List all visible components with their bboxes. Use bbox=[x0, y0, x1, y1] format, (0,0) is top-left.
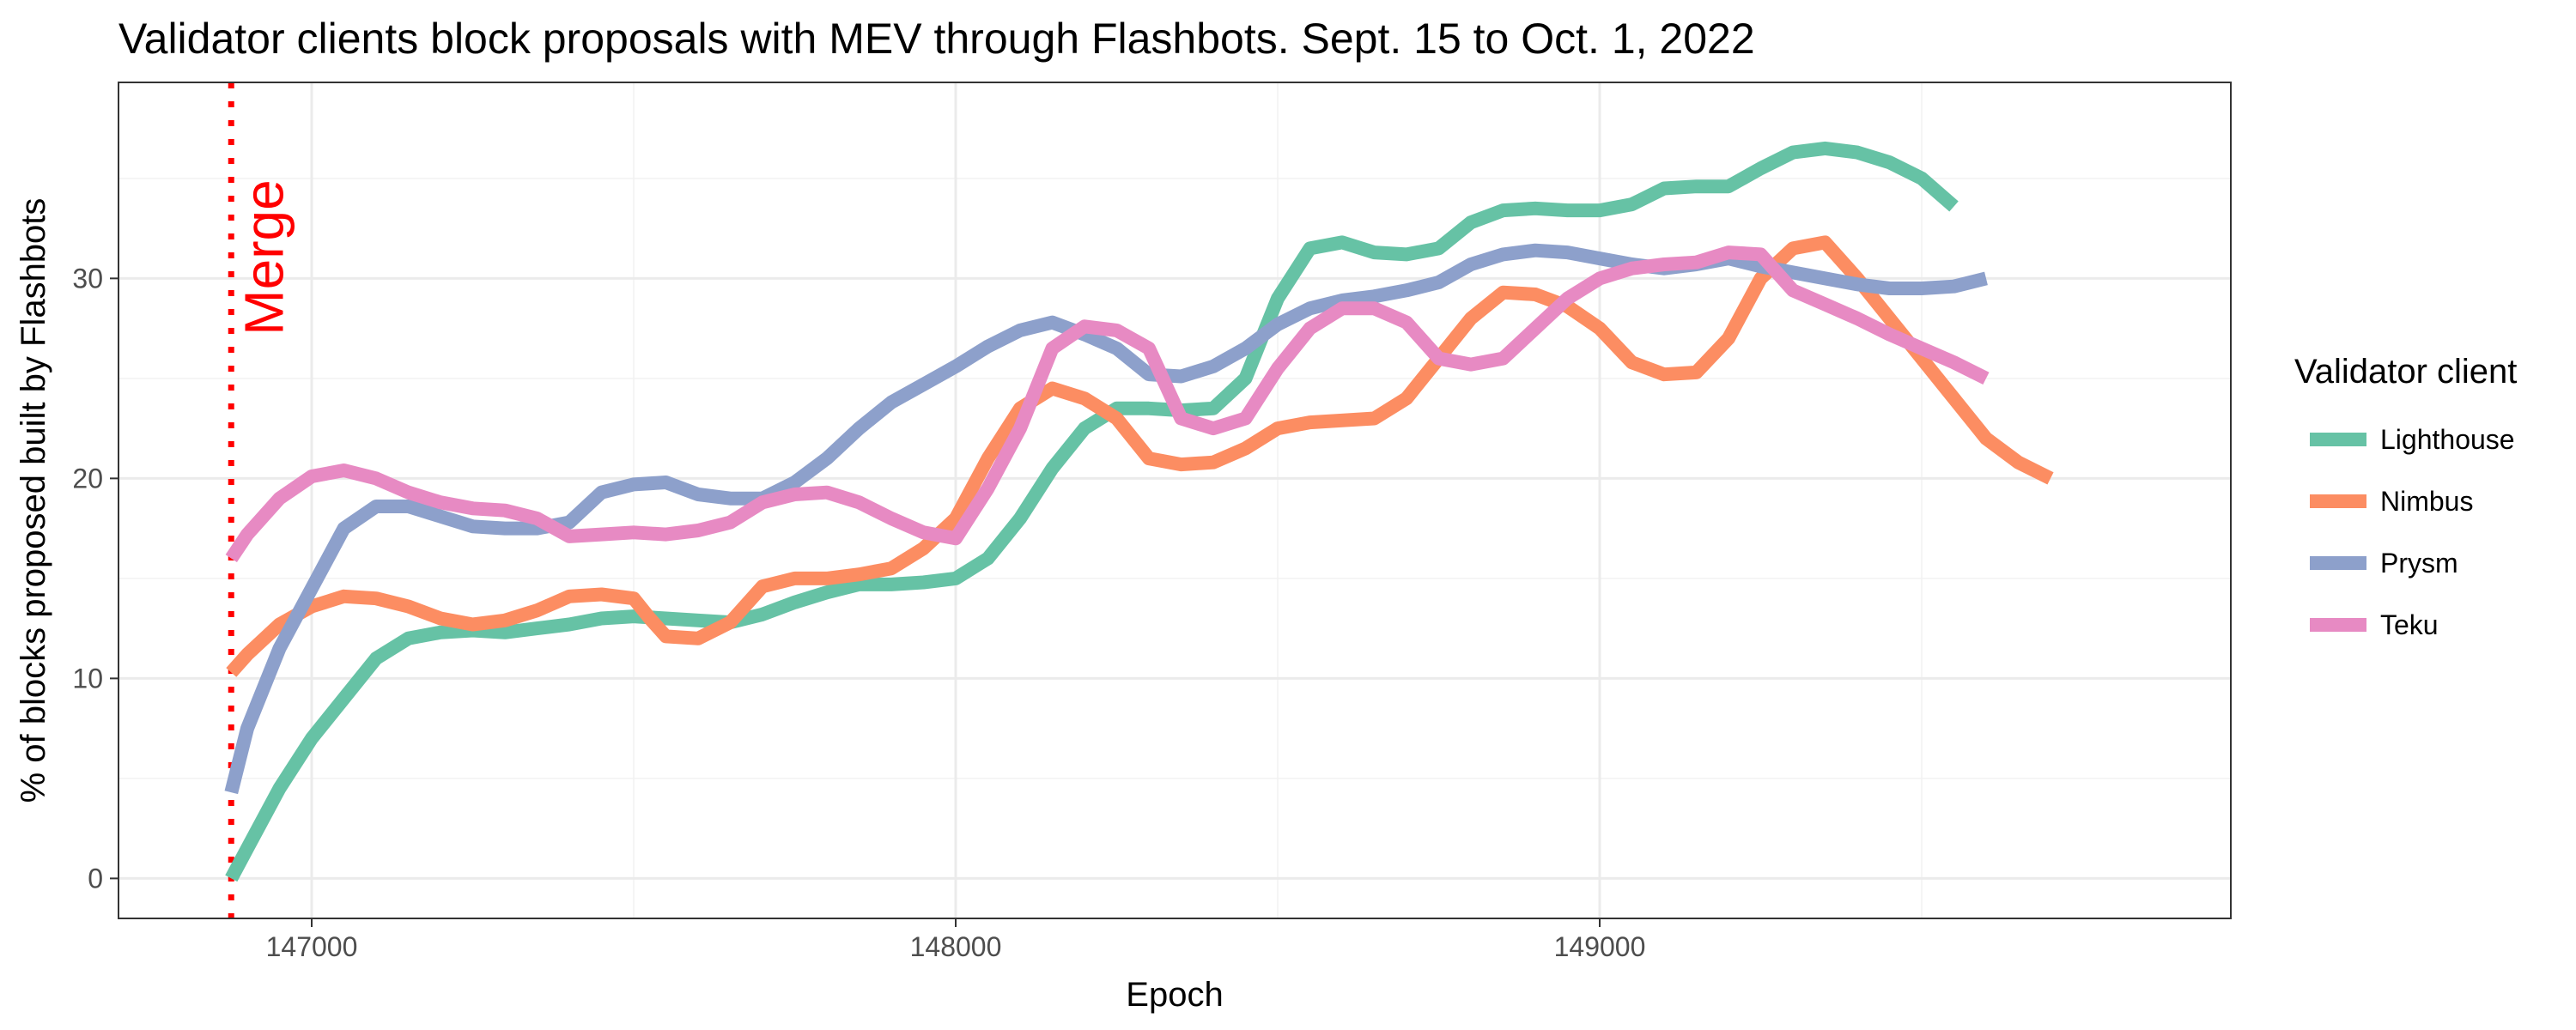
plot-border bbox=[118, 82, 2232, 919]
x-tick-label: 148000 bbox=[910, 931, 1002, 962]
x-axis-title: Epoch bbox=[1126, 976, 1223, 1014]
series-layer bbox=[224, 141, 2054, 882]
merge-label: Merge bbox=[233, 179, 295, 335]
chart-title: Validator clients block proposals with M… bbox=[118, 15, 1755, 63]
y-tick-label: 0 bbox=[88, 863, 103, 894]
legend-title: Validator client bbox=[2294, 353, 2517, 391]
legend-label-prysm: Prysm bbox=[2380, 548, 2458, 579]
x-tick-label: 149000 bbox=[1554, 931, 1646, 962]
grid bbox=[118, 82, 2231, 918]
x-axis: 147000 148000 149000 bbox=[266, 918, 1646, 962]
annotation-layer: Merge bbox=[228, 82, 295, 918]
legend-label-lighthouse: Lighthouse bbox=[2380, 424, 2515, 455]
x-tick-label: 147000 bbox=[266, 931, 358, 962]
y-tick-label: 30 bbox=[72, 263, 103, 294]
plot-panel bbox=[118, 82, 2231, 918]
y-tick-label: 20 bbox=[72, 463, 103, 494]
y-axis-title: % of blocks proposed built by Flashbots bbox=[15, 198, 52, 803]
series-line-lighthouse bbox=[225, 141, 1959, 882]
legend-label-nimbus: Nimbus bbox=[2380, 486, 2473, 517]
series-line-nimbus bbox=[226, 235, 2054, 677]
y-tick-label: 10 bbox=[72, 663, 103, 694]
y-axis: 0 10 20 30 bbox=[72, 263, 118, 894]
legend-label-teku: Teku bbox=[2380, 609, 2439, 640]
legend: Validator client Lighthouse Nimbus Prysm Te… bbox=[2294, 353, 2517, 640]
series-line-teku bbox=[225, 245, 1990, 563]
